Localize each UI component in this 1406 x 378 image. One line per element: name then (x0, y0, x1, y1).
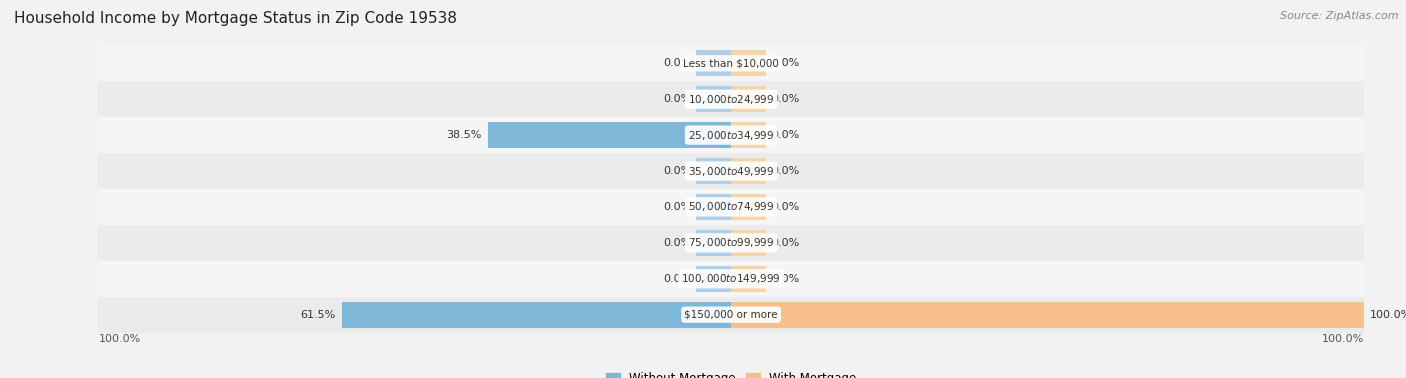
Text: $35,000 to $49,999: $35,000 to $49,999 (688, 164, 775, 178)
Text: Source: ZipAtlas.com: Source: ZipAtlas.com (1281, 11, 1399, 21)
Text: 61.5%: 61.5% (301, 310, 336, 320)
Text: 0.0%: 0.0% (770, 166, 799, 176)
Text: 100.0%: 100.0% (1369, 310, 1406, 320)
Text: 0.0%: 0.0% (664, 166, 692, 176)
Text: 0.0%: 0.0% (770, 94, 799, 104)
Legend: Without Mortgage, With Mortgage: Without Mortgage, With Mortgage (602, 367, 860, 378)
Bar (488, 122, 731, 148)
Bar (696, 86, 731, 112)
Bar (98, 117, 1364, 153)
Text: 0.0%: 0.0% (770, 130, 799, 140)
Bar (696, 230, 731, 256)
Text: 0.0%: 0.0% (770, 202, 799, 212)
Text: $50,000 to $74,999: $50,000 to $74,999 (688, 200, 775, 214)
Text: 100.0%: 100.0% (98, 335, 141, 344)
Bar (98, 297, 1364, 333)
Text: 0.0%: 0.0% (664, 94, 692, 104)
Text: $10,000 to $24,999: $10,000 to $24,999 (688, 93, 775, 106)
Bar (731, 50, 766, 76)
Text: 0.0%: 0.0% (664, 238, 692, 248)
Text: Less than $10,000: Less than $10,000 (683, 58, 779, 68)
Text: $25,000 to $34,999: $25,000 to $34,999 (688, 129, 775, 142)
Bar (98, 261, 1364, 297)
Bar (98, 45, 1364, 81)
Bar (731, 86, 766, 112)
Text: 0.0%: 0.0% (664, 58, 692, 68)
Text: 38.5%: 38.5% (446, 130, 481, 140)
Text: 0.0%: 0.0% (664, 274, 692, 284)
Bar (731, 122, 766, 148)
Bar (731, 302, 1364, 328)
Bar (696, 194, 731, 220)
Text: 100.0%: 100.0% (1322, 335, 1364, 344)
Text: $100,000 to $149,999: $100,000 to $149,999 (682, 272, 780, 285)
Bar (696, 50, 731, 76)
Bar (98, 153, 1364, 189)
Bar (342, 302, 731, 328)
Text: 0.0%: 0.0% (664, 202, 692, 212)
Bar (98, 189, 1364, 225)
Text: Household Income by Mortgage Status in Zip Code 19538: Household Income by Mortgage Status in Z… (14, 11, 457, 26)
Bar (98, 81, 1364, 117)
Bar (696, 158, 731, 184)
Text: 0.0%: 0.0% (770, 274, 799, 284)
Text: $75,000 to $99,999: $75,000 to $99,999 (688, 236, 775, 249)
Bar (731, 266, 766, 292)
Text: 0.0%: 0.0% (770, 238, 799, 248)
Bar (98, 225, 1364, 261)
Text: 0.0%: 0.0% (770, 58, 799, 68)
Bar (696, 266, 731, 292)
Bar (731, 194, 766, 220)
Bar (731, 230, 766, 256)
Text: $150,000 or more: $150,000 or more (685, 310, 778, 320)
Bar (731, 158, 766, 184)
